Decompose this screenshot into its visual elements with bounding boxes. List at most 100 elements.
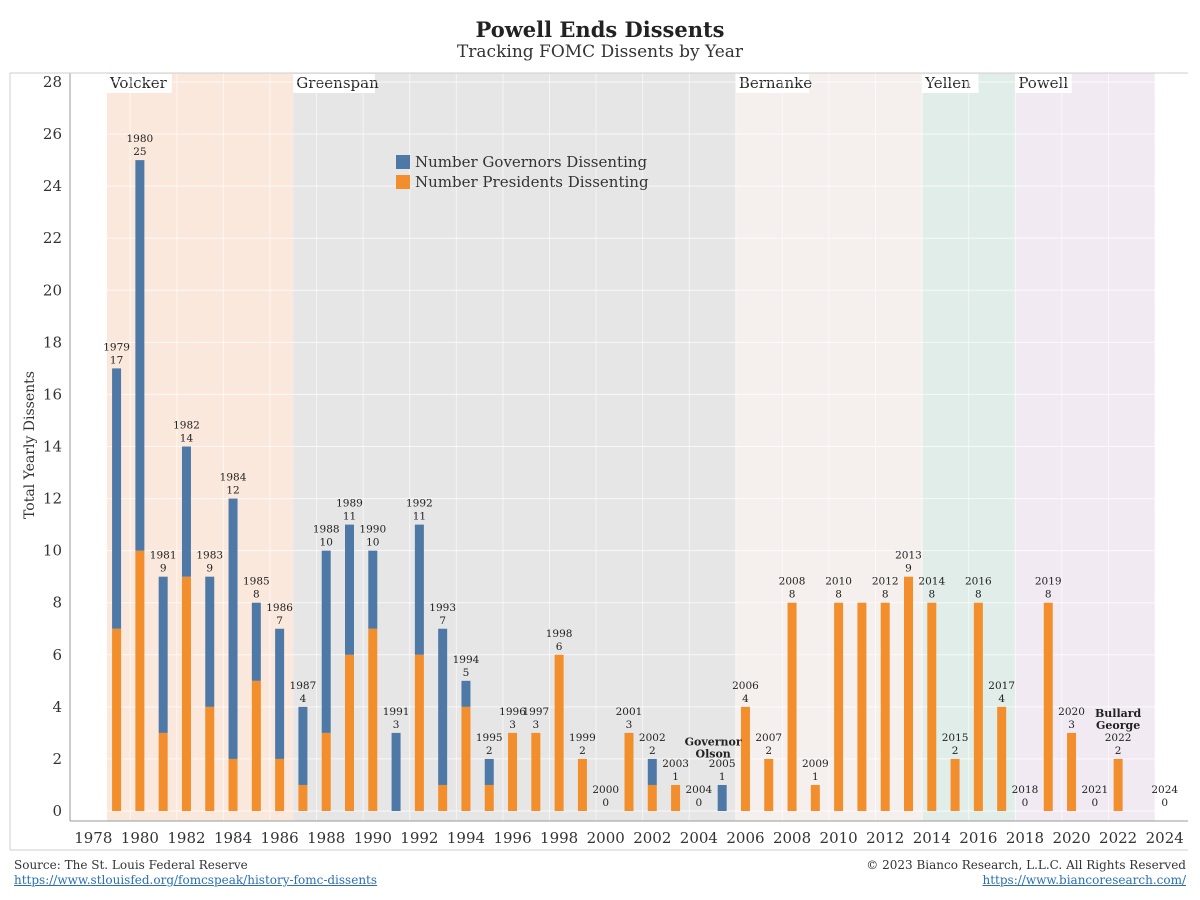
y-tick-label-12: 12 (43, 490, 62, 508)
data-label-total-2005: 1 (719, 771, 726, 783)
bar-presidents-2015 (950, 758, 960, 811)
bar-presidents-1988 (321, 732, 331, 811)
source-text: Source: The St. Louis Federal Reserve (14, 858, 248, 872)
data-label-total-2007: 2 (765, 745, 772, 757)
x-tick-label-1988: 1988 (307, 829, 345, 847)
data-label-year-1988: 1988 (313, 524, 340, 536)
bar-presidents-2003 (671, 784, 681, 811)
bar-presidents-1994 (461, 706, 471, 811)
bar-governors-1990 (368, 550, 378, 629)
x-tick-label-1978: 1978 (74, 829, 112, 847)
x-tick-label-2006: 2006 (726, 829, 764, 847)
data-label-year-1994: 1994 (453, 654, 480, 666)
data-label-total-1987: 4 (300, 693, 307, 705)
x-tick-label-1984: 1984 (214, 829, 252, 847)
annotation-governor: Governor (685, 736, 742, 749)
bar-presidents-2020 (1067, 732, 1077, 811)
era-label-bg (735, 74, 810, 93)
x-tick-label-2004: 2004 (680, 829, 718, 847)
data-label-year-2012: 2012 (872, 576, 899, 588)
bar-presidents-2007 (764, 758, 774, 811)
y-tick-label-14: 14 (43, 438, 62, 456)
y-tick-label-4: 4 (52, 698, 62, 716)
x-tick-label-2012: 2012 (866, 829, 904, 847)
data-label-total-2020: 3 (1068, 719, 1075, 731)
data-label-year-1979: 1979 (103, 341, 130, 353)
bar-presidents-2009 (810, 784, 820, 811)
data-label-year-2000: 2000 (592, 784, 619, 796)
bar-governors-1988 (321, 550, 331, 733)
data-label-total-2016: 8 (975, 589, 982, 601)
x-tick-label-1982: 1982 (167, 829, 205, 847)
data-label-total-1988: 10 (320, 537, 333, 549)
x-tick-label-1990: 1990 (354, 829, 392, 847)
data-label-total-1990: 10 (366, 537, 379, 549)
x-tick-label-2016: 2016 (959, 829, 997, 847)
data-label-total-2018: 0 (1022, 797, 1029, 809)
bar-governors-1979 (112, 368, 122, 629)
data-label-total-1996: 3 (509, 719, 516, 731)
bar-presidents-1998 (554, 654, 564, 811)
x-tick-label-2020: 2020 (1052, 829, 1090, 847)
legend-swatch-governors (396, 155, 410, 169)
source-link[interactable]: https://www.stlouisfed.org/fomcspeak/his… (14, 873, 377, 887)
y-tick-label-2: 2 (52, 750, 62, 768)
data-label-total-2004: 0 (696, 797, 703, 809)
copyright-link-anchor[interactable]: https://www.biancoresearch.com/ (982, 873, 1186, 887)
data-label-year-1981: 1981 (150, 550, 177, 562)
bar-presidents-2016 (973, 602, 983, 811)
bar-presidents-1990 (368, 628, 378, 811)
bar-presidents-2010 (834, 602, 844, 811)
bar-presidents-1984 (228, 758, 238, 811)
data-label-total-2014: 8 (928, 589, 935, 601)
data-label-year-1982: 1982 (173, 420, 200, 432)
data-label-total-2017: 4 (998, 693, 1005, 705)
bar-presidents-2019 (1043, 602, 1053, 811)
y-tick-label-28: 28 (43, 73, 62, 91)
copyright-link[interactable]: https://www.biancoresearch.com/ (982, 873, 1186, 887)
bar-governors-1992 (414, 524, 424, 655)
bar-governors-1991 (391, 732, 401, 811)
data-label-total-2010: 8 (835, 589, 842, 601)
x-tick-label-1996: 1996 (493, 829, 531, 847)
data-label-year-2007: 2007 (755, 732, 782, 744)
data-label-year-1999: 1999 (569, 732, 596, 744)
bar-governors-1984 (228, 498, 238, 759)
data-label-year-2018: 2018 (1012, 784, 1039, 796)
data-label-total-2002: 2 (649, 745, 656, 757)
bar-governors-2002 (647, 758, 657, 785)
bar-presidents-2013 (904, 576, 913, 811)
data-label-year-1985: 1985 (243, 576, 270, 588)
y-tick-label-8: 8 (52, 594, 62, 612)
x-tick-label-1986: 1986 (261, 829, 299, 847)
data-label-total-2001: 3 (626, 719, 633, 731)
source-link-anchor[interactable]: https://www.stlouisfed.org/fomcspeak/his… (14, 873, 378, 887)
era-label-greenspan: Greenspan (296, 74, 379, 92)
y-tick-label-18: 18 (43, 333, 62, 351)
y-tick-label-10: 10 (43, 542, 62, 560)
data-label-total-2021: 0 (1091, 797, 1098, 809)
bars (112, 160, 1123, 811)
bar-presidents-2001 (624, 732, 634, 811)
data-label-total-1980: 25 (133, 146, 146, 158)
bar-presidents-1999 (577, 758, 587, 811)
data-label-total-1986: 7 (276, 615, 283, 627)
data-label-total-2022: 2 (1115, 745, 1122, 757)
y-tick-label-20: 20 (43, 281, 62, 299)
data-label-total-1983: 9 (206, 563, 213, 575)
data-label-year-1984: 1984 (220, 472, 247, 484)
data-label-year-2014: 2014 (918, 576, 945, 588)
data-label-year-1989: 1989 (336, 498, 363, 510)
data-label-year-2003: 2003 (662, 758, 689, 770)
data-label-total-1985: 8 (253, 589, 260, 601)
data-label-year-1990: 1990 (359, 524, 386, 536)
data-label-year-2021: 2021 (1081, 784, 1108, 796)
y-tick-label-0: 0 (52, 802, 62, 820)
data-label-year-2016: 2016 (965, 576, 992, 588)
y-tick-label-26: 26 (43, 125, 62, 143)
bar-presidents-2012 (880, 602, 890, 811)
data-label-total-1995: 2 (486, 745, 493, 757)
bar-presidents-1995 (484, 784, 494, 811)
x-tick-label-2014: 2014 (913, 829, 951, 847)
